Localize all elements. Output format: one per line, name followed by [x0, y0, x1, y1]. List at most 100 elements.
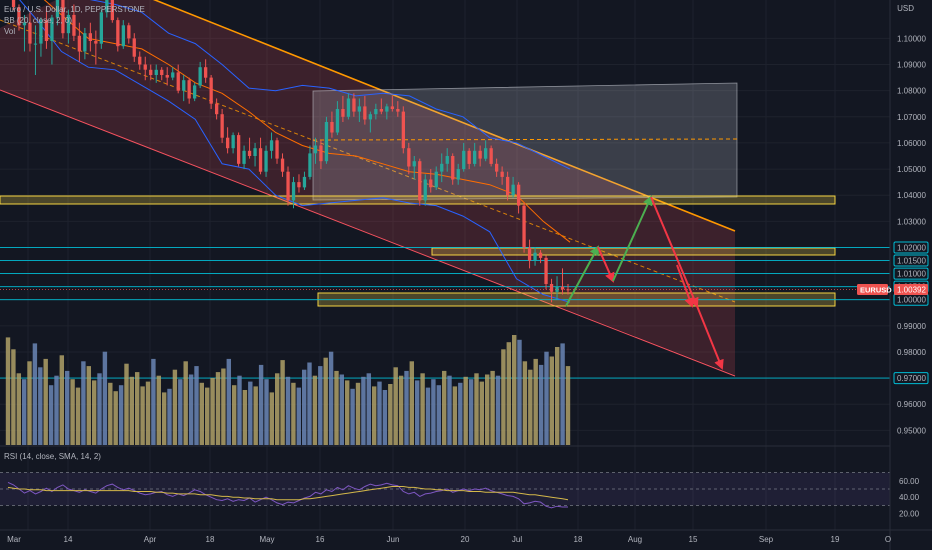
time-tick-label: 19 — [831, 535, 840, 544]
volume-bar — [248, 381, 253, 445]
volume-bar — [528, 369, 533, 445]
volume-bar — [32, 343, 38, 445]
candle-body — [423, 179, 427, 201]
time-tick-label: 18 — [206, 535, 215, 544]
candle-body — [489, 148, 493, 164]
rsi-legend[interactable]: RSI (14, close, SMA, 14, 2) — [4, 452, 101, 461]
candle-body — [478, 150, 482, 159]
projection-arrow — [565, 245, 599, 307]
candle-body — [116, 20, 120, 47]
volume-bar — [512, 335, 517, 445]
candle-body — [22, 22, 27, 26]
candle-body — [247, 150, 252, 156]
price-level-tag — [893, 267, 929, 280]
candle-body — [330, 122, 334, 133]
candle-body — [467, 150, 471, 164]
volume-bar — [452, 386, 458, 445]
candle-body — [517, 184, 521, 206]
volume-bar — [350, 388, 355, 445]
candle-body — [182, 80, 186, 91]
candle-body — [258, 148, 263, 172]
candle-body — [549, 284, 554, 292]
symbol-tag-label: EURUSD — [860, 285, 892, 294]
price-tick-label: 1.01500 — [897, 257, 926, 266]
volume-bar — [415, 380, 420, 445]
rsi-tick-label: 20.00 — [899, 510, 920, 519]
candle-body — [215, 103, 219, 115]
volume-bar — [258, 364, 264, 445]
price-tick-label: 1.08000 — [897, 87, 926, 96]
volume-bar — [474, 373, 479, 445]
price-tick-label: 1.04000 — [897, 191, 926, 200]
volume-legend[interactable]: Vol — [4, 27, 16, 36]
candle-body — [50, 17, 54, 41]
candle-body — [434, 171, 438, 188]
candle-body — [302, 176, 307, 188]
candle-body — [264, 150, 268, 172]
rsi-tick-label: 40.00 — [899, 493, 920, 502]
price-tick-label: 0.99000 — [897, 322, 926, 331]
volume-bar — [285, 376, 291, 445]
time-tick-label: 20 — [461, 535, 470, 544]
volume-bar — [253, 386, 258, 445]
volume-bar — [5, 337, 11, 445]
volume-bar — [328, 351, 334, 445]
candle-body — [500, 171, 504, 177]
candle-body — [363, 106, 367, 120]
bollinger-legend[interactable]: BB (20, close, 2, 0) — [4, 16, 73, 25]
volume-bar — [108, 382, 113, 445]
candle-body — [319, 145, 323, 162]
volume-bar — [458, 382, 463, 445]
time-tick-label: Apr — [144, 535, 157, 544]
candle-body — [94, 41, 98, 44]
candle-body — [99, 12, 103, 44]
volume-bar — [269, 392, 274, 445]
volume-bar — [264, 379, 269, 445]
symbol-legend[interactable]: Euro / U.S. Dollar, 1D, PEPPERSTONE — [4, 5, 145, 14]
candle-body — [407, 148, 411, 167]
zone-1015 — [431, 247, 836, 256]
candle-body — [374, 109, 378, 115]
volume-bar — [65, 370, 70, 445]
volume-bar — [232, 385, 237, 445]
volume-bar — [549, 356, 554, 445]
price-tick-label: 0.98000 — [897, 348, 926, 357]
volume-bar — [366, 373, 371, 445]
volume-bar — [118, 385, 124, 445]
candle-body — [209, 77, 213, 104]
candle-body — [495, 163, 499, 172]
candle-body — [28, 22, 32, 44]
candle-body — [379, 109, 383, 112]
volume-bar — [355, 382, 361, 445]
volume-bar — [16, 373, 21, 445]
candle-body — [533, 252, 537, 261]
volume-bar — [194, 366, 199, 445]
volume-bar — [156, 375, 161, 445]
volume-bar — [447, 375, 452, 445]
volume-bar — [420, 373, 425, 445]
candle-body — [566, 289, 570, 291]
candle-body — [198, 67, 202, 86]
volume-bar — [113, 391, 118, 445]
volume-bar — [199, 382, 204, 445]
candle-body — [324, 122, 329, 162]
candle-body — [39, 20, 43, 44]
price-tick-label: 0.97000 — [897, 374, 926, 383]
projection-arrow — [676, 264, 694, 308]
time-tick-label: May — [259, 535, 274, 544]
price-tick-label: 1.03000 — [897, 217, 926, 226]
volume-bar — [372, 386, 377, 445]
volume-bar — [70, 379, 75, 445]
candle-body — [72, 14, 76, 36]
volume-bar — [210, 378, 215, 445]
candle-body — [544, 257, 548, 284]
projection-arrow — [650, 196, 699, 308]
price-level-tag — [893, 254, 929, 267]
candle-body — [220, 114, 224, 138]
candle-body — [555, 286, 559, 292]
price-tick-label: 1.02000 — [897, 243, 926, 252]
volume-bar — [221, 368, 226, 445]
candle-body — [165, 75, 169, 78]
